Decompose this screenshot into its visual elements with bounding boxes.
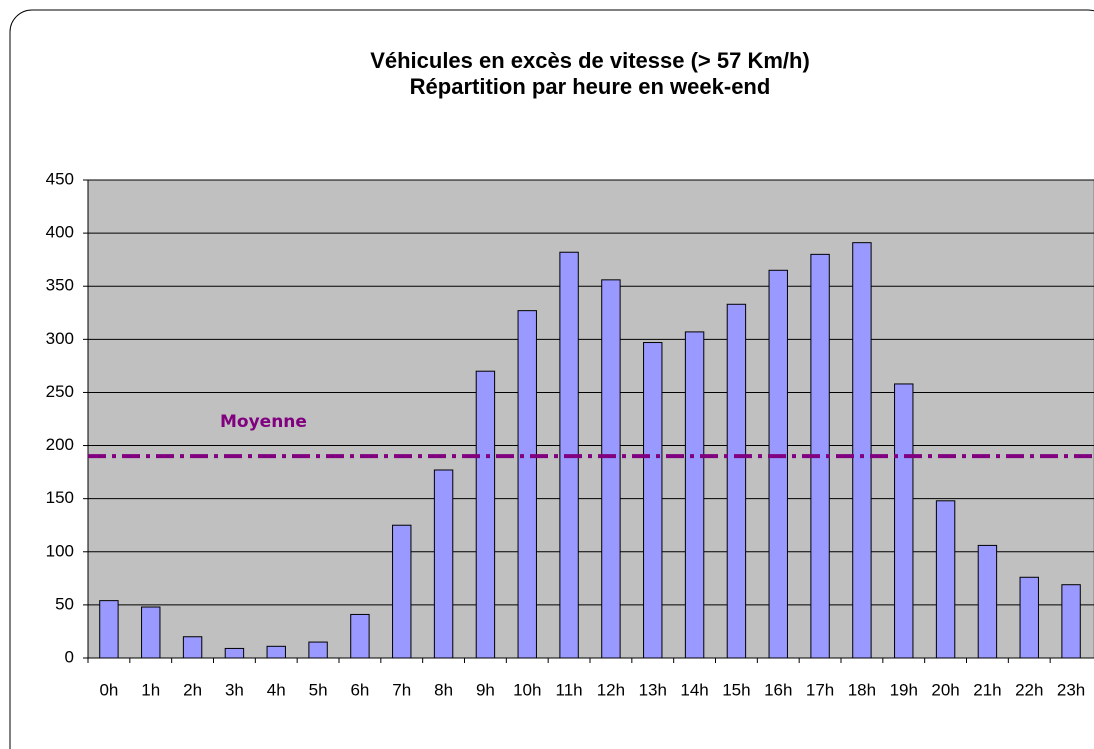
bar [768,269,788,659]
x-tick-label: 16h [764,680,792,699]
bar [99,600,119,659]
bar [224,647,245,659]
bar [475,370,496,659]
x-tick-label: 15h [722,680,750,699]
x-tick-label: 23h [1057,680,1085,699]
x-tick-label: 6h [350,680,369,699]
bar [601,279,621,659]
x-tick-label: 1h [141,680,160,699]
bar [141,606,161,659]
y-tick-label: 250 [46,382,74,401]
y-tick-label: 300 [46,329,74,348]
x-tick-label: 14h [680,680,708,699]
y-tick-label: 400 [46,223,74,242]
bar [894,383,914,659]
bar [517,310,537,659]
bar [350,613,370,659]
y-tick-label: 350 [46,276,74,295]
bar [308,641,328,659]
y-tick-label: 150 [46,488,74,507]
x-tick-label: 5h [309,680,328,699]
y-tick-label: 50 [55,594,74,613]
bar [935,500,956,659]
bar [726,303,747,659]
chart-subtitle: Répartition par heure en week-end [410,74,771,99]
x-tick-label: 11h [556,680,583,699]
x-tick-label: 9h [476,680,495,699]
y-tick-label: 100 [46,541,74,560]
plot-area [87,179,1094,659]
bar [643,342,663,659]
bar [182,636,203,659]
x-tick-label: 3h [225,680,244,699]
x-tick-label: 2h [183,680,202,699]
x-tick-label: 19h [890,680,918,699]
bar [266,645,286,659]
bar [392,524,412,659]
x-tick-label: 22h [1015,680,1043,699]
bar [1061,584,1081,659]
x-tick-label: 0h [99,680,118,699]
average-label: Moyenne [220,412,307,432]
x-tick-label: 21h [973,680,1001,699]
bar [1019,576,1039,659]
x-tick-label: 4h [267,680,286,699]
y-tick-label: 0 [65,647,74,666]
bar [852,242,872,659]
x-tick-label: 18h [848,680,876,699]
bar [977,544,998,659]
bar [684,331,705,659]
x-tick-label: 17h [806,680,834,699]
x-tick-label: 8h [434,680,453,699]
bar [433,469,454,659]
y-tick-label: 450 [46,169,74,188]
y-tick-label: 200 [46,435,74,454]
x-tick-label: 12h [597,680,625,699]
x-tick-label: 7h [392,680,411,699]
x-tick-label: 10h [513,680,541,699]
x-tick-label: 20h [931,680,959,699]
chart-title: Véhicules en excès de vitesse (> 57 Km/h… [370,48,810,73]
x-tick-label: 13h [639,680,667,699]
